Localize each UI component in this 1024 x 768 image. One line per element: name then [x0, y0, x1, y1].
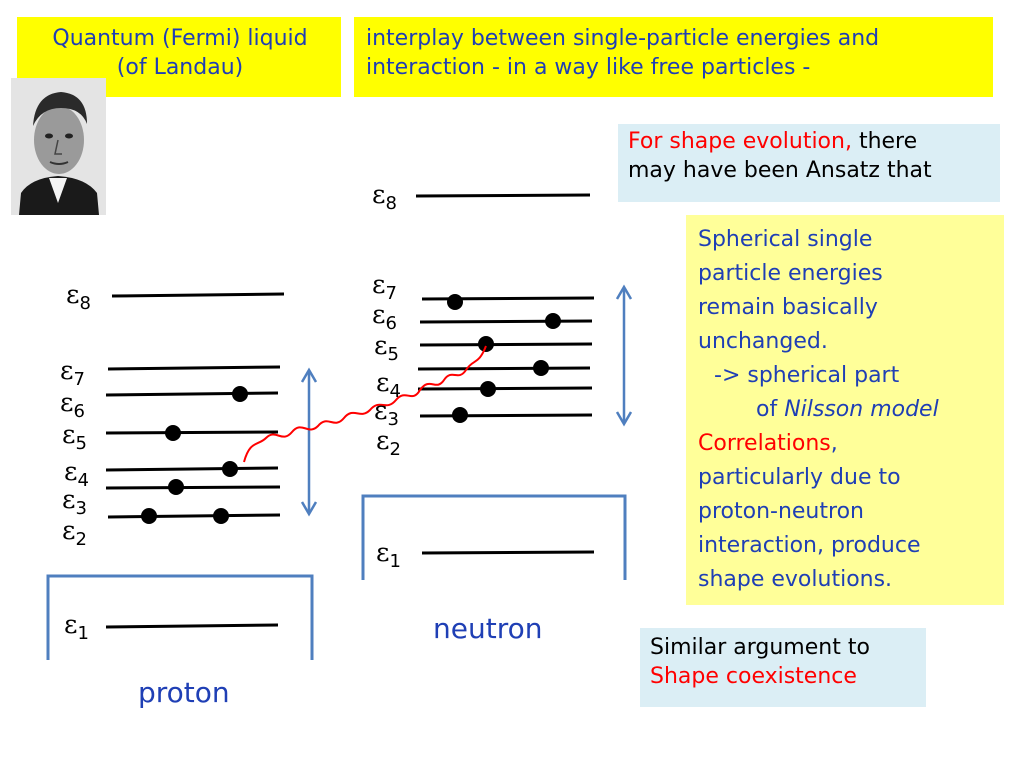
spherical-line: remain basically — [698, 295, 878, 320]
proton-particle — [165, 425, 181, 441]
shape-evolution-red: For shape evolution, — [628, 129, 852, 154]
neutron-eps-4: ε4 — [376, 368, 401, 402]
proton-particle — [213, 508, 229, 524]
landau-portrait — [11, 78, 106, 215]
spherical-line-nilsson: of Nilsson model — [698, 393, 994, 427]
proton-eps-6: ε6 — [60, 388, 85, 422]
similar-line1: Similar argument to — [650, 635, 870, 660]
spherical-line: shape evolutions. — [698, 567, 893, 592]
neutron-label: neutron — [433, 612, 543, 645]
spherical-energies-box: Spherical single particle energies remai… — [686, 215, 1004, 605]
proton-level-6 — [105, 391, 279, 397]
proton-level-8 — [111, 292, 285, 298]
neutron-level-5 — [419, 342, 593, 347]
similar-argument-box: Similar argument to Shape coexistence — [640, 628, 926, 707]
proton-level-1 — [105, 623, 279, 629]
neutron-level-1 — [421, 550, 595, 555]
neutron-eps-2: ε2 — [376, 426, 401, 460]
shape-evolution-rest: there — [851, 129, 918, 154]
neutron-particle — [533, 360, 549, 376]
intro-line2: interaction - in a way like free particl… — [366, 54, 811, 80]
correlations-red: Correlations — [698, 431, 831, 456]
correlations-comma: , — [830, 431, 838, 456]
proton-level-5 — [105, 430, 279, 435]
proton-particle — [168, 479, 184, 495]
proton-level-4 — [105, 466, 279, 472]
neutron-eps-5: ε5 — [374, 331, 399, 365]
proton-particle — [222, 461, 238, 477]
nilsson-prefix: of — [756, 397, 785, 422]
proton-particle — [232, 386, 248, 402]
intro-line1: interplay between single-particle energi… — [366, 26, 880, 51]
neutron-level-4 — [417, 366, 591, 371]
neutron-double-arrow — [615, 284, 633, 427]
shape-evolution-box: For shape evolution, there may have been… — [618, 124, 1000, 202]
spherical-line: interaction, produce — [698, 533, 921, 558]
spherical-line: -> spherical part — [714, 363, 900, 388]
spherical-line: particle energies — [698, 261, 883, 286]
intro-box: interplay between single-particle energi… — [354, 17, 993, 97]
proton-eps-8: ε8 — [66, 280, 91, 314]
proton-level-7 — [107, 365, 281, 371]
spherical-line: Spherical single — [698, 227, 873, 252]
proton-eps-2: ε2 — [62, 516, 87, 550]
proton-eps-4: ε4 — [64, 457, 89, 491]
neutron-particle — [447, 294, 463, 310]
proton-eps-3: ε3 — [62, 485, 87, 519]
neutron-eps-8: ε8 — [372, 180, 397, 214]
neutron-particle — [478, 336, 494, 352]
proton-particle — [141, 508, 157, 524]
neutron-level-8 — [415, 193, 591, 198]
title-line2: (of Landau) — [116, 54, 244, 80]
neutron-particle — [480, 381, 496, 397]
proton-eps-7: ε7 — [60, 356, 85, 390]
neutron-particle — [545, 313, 561, 329]
shape-evolution-line2: may have been Ansatz that — [628, 157, 932, 183]
proton-double-arrow — [300, 367, 318, 517]
spherical-line: particularly due to — [698, 465, 901, 490]
neutron-eps-7: ε7 — [372, 270, 397, 304]
correlations-line: Correlations, — [698, 427, 994, 461]
nilsson-model-text: Nilsson model — [784, 397, 939, 422]
neutron-level-2 — [419, 413, 593, 418]
proton-neutron-interaction-wave — [243, 345, 487, 463]
neutron-eps-1: ε1 — [376, 538, 401, 572]
proton-eps-1: ε1 — [64, 610, 89, 644]
spherical-line: unchanged. — [698, 329, 828, 354]
neutron-eps-6: ε6 — [372, 300, 397, 334]
proton-level-2 — [107, 513, 281, 519]
proton-core-bracket — [46, 574, 314, 660]
shape-coexistence-text: Shape coexistence — [650, 663, 857, 689]
title-line1: Quantum (Fermi) liquid — [52, 26, 308, 51]
proton-eps-5: ε5 — [62, 420, 87, 454]
neutron-core-bracket — [361, 494, 627, 580]
neutron-level-3 — [417, 386, 593, 391]
neutron-level-6 — [419, 319, 593, 324]
proton-label: proton — [138, 676, 230, 709]
neutron-eps-3: ε3 — [374, 396, 399, 430]
neutron-particle — [452, 407, 468, 423]
spherical-line: proton-neutron — [698, 499, 864, 524]
proton-level-3 — [105, 485, 281, 490]
